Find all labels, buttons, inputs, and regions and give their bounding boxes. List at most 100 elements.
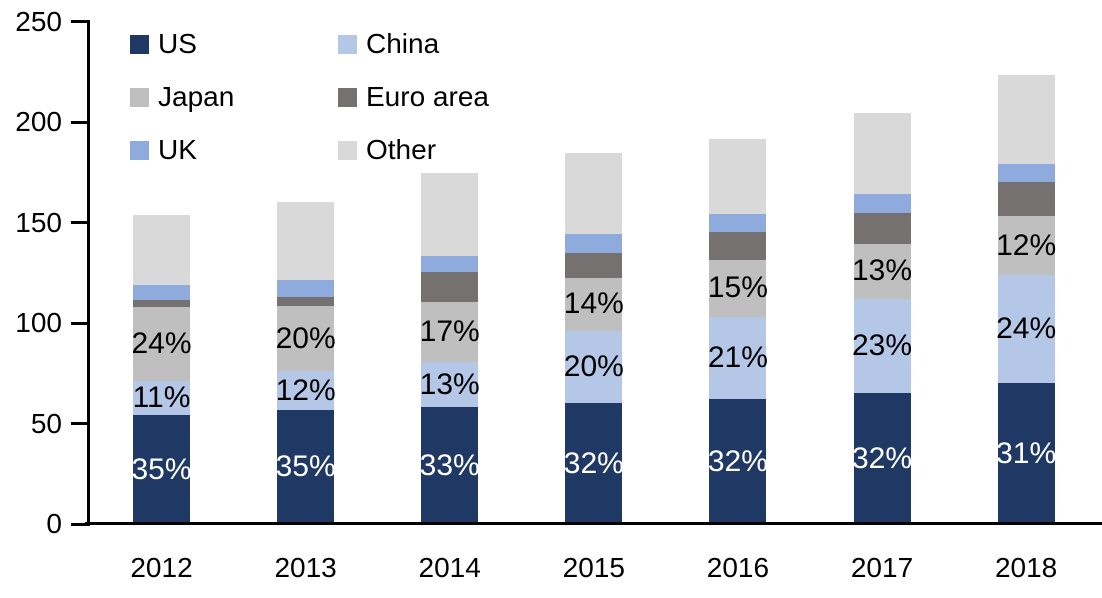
bar-2012-label-china: 11% — [132, 381, 191, 415]
legend-label-other: Other — [366, 134, 437, 165]
bar-2018-label-us: 31% — [996, 436, 1057, 470]
bar-2015-segment-china — [565, 331, 623, 404]
bar-2012-segment-us — [133, 415, 190, 524]
y-tick-label-100: 100 — [15, 307, 62, 338]
bar-2014-label-japan: 17% — [419, 315, 480, 349]
bar-2013-label-japan: 20% — [275, 321, 336, 355]
legend-swatch-uk — [130, 140, 149, 160]
legend-label-china: China — [366, 28, 440, 59]
legend-item-uk: UK — [130, 135, 338, 165]
bar-2015-label-china: 20% — [563, 350, 624, 384]
x-label-2012: 2012 — [130, 552, 193, 583]
bar-2017-segment-japan — [853, 243, 911, 299]
bar-2018-label-japan: 12% — [996, 228, 1057, 262]
x-axis-line — [85, 522, 1102, 525]
y-tick-100 — [71, 321, 90, 325]
bar-2014-segment-china — [421, 362, 479, 408]
legend-label-japan: Japan — [158, 81, 235, 112]
legend: US China Japan Euro area UK Other — [130, 29, 489, 165]
legend-item-us: US — [130, 29, 338, 59]
y-tick-200 — [71, 120, 90, 124]
legend-item-japan: Japan — [130, 82, 338, 112]
y-axis-line — [87, 20, 90, 525]
bar-2017-segment-euro-area — [853, 213, 911, 244]
x-label-2018: 2018 — [994, 552, 1058, 583]
y-tick-label-50: 50 — [30, 407, 62, 439]
bar-2013-label-china: 12% — [275, 373, 336, 407]
bar-2018-segment-uk — [997, 164, 1055, 183]
bar-2015-segment-japan — [565, 277, 623, 332]
legend-item-china: China — [338, 29, 489, 59]
y-tick-50 — [71, 422, 90, 425]
bar-2016-segment-uk — [709, 214, 767, 232]
bar-2015-label-us: 32% — [563, 446, 624, 480]
bar-2017-label-us: 32% — [851, 441, 913, 475]
bar-2018-segment-us — [997, 383, 1055, 524]
bar-2012-segment-uk — [133, 284, 190, 300]
legend-swatch-us — [130, 34, 149, 54]
bar-2014-label-us: 33% — [419, 448, 480, 482]
bar-2018-segment-japan — [997, 216, 1055, 275]
bar-2017-segment-uk — [853, 194, 911, 214]
bar-2013-segment-euro-area — [277, 296, 335, 306]
bar-2017-segment-china — [853, 298, 911, 394]
bar-2018-label-china: 24% — [996, 312, 1057, 346]
x-label-2015: 2015 — [562, 552, 625, 583]
legend-label-us: US — [158, 28, 197, 59]
bar-2015-label-japan: 14% — [563, 287, 624, 321]
bar-2014-label-china: 13% — [419, 367, 480, 401]
x-label-2013: 2013 — [274, 552, 337, 583]
bar-2016-label-china: 21% — [707, 341, 768, 375]
bar-2016-segment-euro-area — [709, 231, 767, 260]
bar-2013-segment-uk — [277, 279, 335, 297]
bar-2014-segment-uk — [421, 255, 479, 272]
bar-2015-segment-euro-area — [565, 252, 623, 278]
y-tick-0 — [71, 522, 90, 526]
bar-2016-segment-china — [709, 316, 767, 400]
bar-2015-segment-us — [565, 403, 623, 524]
bar-2015-segment-other — [565, 153, 623, 234]
bar-2012-segment-other — [133, 215, 190, 285]
bar-2014-segment-euro-area — [421, 271, 479, 302]
bar-2013-segment-other — [277, 202, 335, 280]
bar-2016-segment-japan — [709, 259, 767, 317]
bar-2018-segment-other — [997, 74, 1055, 165]
y-tick-150 — [71, 221, 90, 224]
bar-2013-segment-china — [277, 371, 335, 411]
bar-2017-label-japan: 13% — [851, 254, 913, 288]
bar-2017-segment-us — [853, 393, 911, 524]
bar-2012-label-japan: 24% — [131, 327, 192, 361]
bar-2012-label-us: 35% — [131, 452, 192, 486]
bar-2016-segment-other — [709, 139, 767, 215]
y-tick-label-250: 250 — [15, 5, 62, 37]
x-label-2016: 2016 — [706, 552, 770, 583]
bar-2017-segment-other — [853, 112, 911, 195]
bar-2018-segment-china — [997, 274, 1055, 384]
bar-2014-segment-japan — [421, 301, 479, 363]
bar-2016-label-japan: 15% — [707, 271, 768, 305]
y-tick-label-0: 0 — [46, 508, 62, 539]
bar-2016-label-us: 32% — [707, 444, 768, 478]
legend-label-uk: UK — [158, 134, 197, 165]
bar-2014-segment-other — [421, 173, 479, 256]
x-label-2017: 2017 — [850, 552, 914, 583]
bar-2017-label-china: 23% — [851, 329, 913, 363]
legend-swatch-china — [338, 34, 357, 54]
y-tick-label-200: 200 — [15, 106, 62, 137]
y-tick-250 — [71, 20, 90, 23]
y-tick-label-150: 150 — [15, 206, 62, 238]
bar-2015-segment-uk — [565, 233, 623, 253]
bar-2014-segment-us — [421, 407, 479, 524]
bar-2016-segment-us — [709, 399, 767, 524]
legend-swatch-japan — [130, 87, 149, 107]
bar-2013-segment-us — [277, 410, 335, 524]
bar-2012-segment-japan — [133, 306, 190, 382]
bar-2013-segment-japan — [277, 305, 335, 372]
legend-item-euro-area: Euro area — [338, 82, 489, 112]
bar-2013-label-us: 35% — [275, 450, 336, 484]
legend-label-euro-area: Euro area — [366, 81, 489, 112]
bar-2012-segment-euro-area — [133, 299, 190, 307]
legend-swatch-euro-area — [338, 87, 357, 107]
legend-item-other: Other — [338, 135, 489, 165]
